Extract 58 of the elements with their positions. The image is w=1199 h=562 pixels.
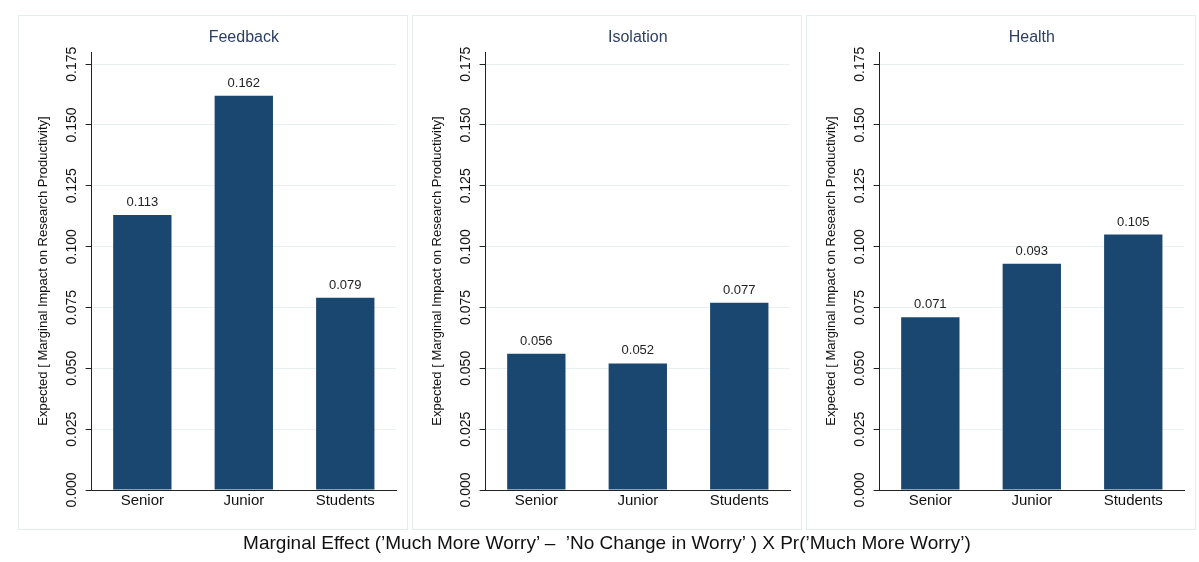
data-label: 0.052 bbox=[621, 342, 655, 358]
y-tick-label: 0.075 bbox=[457, 289, 474, 326]
y-axis-title: Expected [ Marginal Impact on Research Productivity] bbox=[429, 116, 445, 426]
y-tick-label: 0.050 bbox=[63, 350, 80, 386]
data-label: 0.071 bbox=[914, 296, 947, 312]
y-tick-label: 0.075 bbox=[63, 289, 80, 326]
bar bbox=[507, 353, 566, 490]
x-tick-label: Senior bbox=[514, 491, 559, 509]
y-tick-label: 0.025 bbox=[457, 411, 474, 447]
data-label: 0.079 bbox=[328, 276, 362, 292]
y-tick-label: 0.150 bbox=[63, 107, 80, 143]
y-tick-label: 0.150 bbox=[851, 107, 868, 143]
data-label: 0.105 bbox=[1116, 213, 1150, 229]
x-axis-title: Marginal Effect (’Much More Worry’ – ’No Change in Worry’ ) X Pr(’Much More Worry’) bbox=[243, 532, 971, 554]
bar bbox=[1104, 234, 1163, 490]
data-label: 0.093 bbox=[1015, 242, 1049, 258]
y-tick-label: 0.000 bbox=[63, 472, 80, 508]
bar bbox=[901, 317, 960, 490]
y-tick-label: 0.125 bbox=[457, 168, 474, 204]
bar bbox=[113, 215, 172, 490]
y-tick-label: 0.025 bbox=[63, 411, 80, 447]
y-tick-label: 0.100 bbox=[851, 228, 868, 265]
y-tick-label: 0.050 bbox=[457, 350, 474, 386]
data-label: 0.162 bbox=[227, 74, 261, 90]
x-tick-label: Students bbox=[709, 491, 769, 509]
y-tick-label: 0.100 bbox=[457, 228, 474, 265]
x-tick-label: Senior bbox=[120, 491, 165, 509]
x-tick-label: Junior bbox=[1011, 491, 1053, 509]
bar bbox=[710, 302, 769, 490]
y-tick-label: 0.125 bbox=[851, 168, 868, 204]
bar bbox=[608, 363, 667, 490]
y-tick-label: 0.175 bbox=[851, 46, 868, 82]
y-tick-label: 0.000 bbox=[457, 472, 474, 508]
y-axis-title: Expected [ Marginal Impact on Research Productivity] bbox=[823, 116, 839, 426]
x-tick-label: Senior bbox=[908, 491, 953, 509]
bar bbox=[214, 95, 273, 490]
y-tick-label: 0.000 bbox=[851, 472, 868, 508]
data-label: 0.056 bbox=[520, 332, 553, 348]
chart-title: Health bbox=[1008, 28, 1055, 46]
y-tick-label: 0.150 bbox=[457, 107, 474, 143]
y-tick-label: 0.075 bbox=[851, 289, 868, 326]
data-label: 0.077 bbox=[722, 281, 756, 297]
chart-title: Isolation bbox=[608, 28, 668, 46]
y-axis-title: Expected [ Marginal Impact on Research Productivity] bbox=[35, 116, 51, 426]
y-tick-label: 0.175 bbox=[457, 46, 474, 82]
bar bbox=[316, 297, 375, 490]
y-tick-label: 0.025 bbox=[851, 411, 868, 447]
x-tick-label: Students bbox=[1103, 491, 1163, 509]
y-tick-label: 0.175 bbox=[63, 46, 80, 82]
x-tick-label: Junior bbox=[617, 491, 659, 509]
y-tick-label: 0.125 bbox=[63, 168, 80, 204]
chart-title: Feedback bbox=[208, 28, 280, 46]
y-tick-label: 0.050 bbox=[851, 350, 868, 386]
y-tick-label: 0.100 bbox=[63, 228, 80, 265]
x-tick-label: Junior bbox=[223, 491, 265, 509]
data-label: 0.113 bbox=[126, 194, 159, 210]
x-tick-label: Students bbox=[315, 491, 375, 509]
bar bbox=[1002, 263, 1061, 490]
